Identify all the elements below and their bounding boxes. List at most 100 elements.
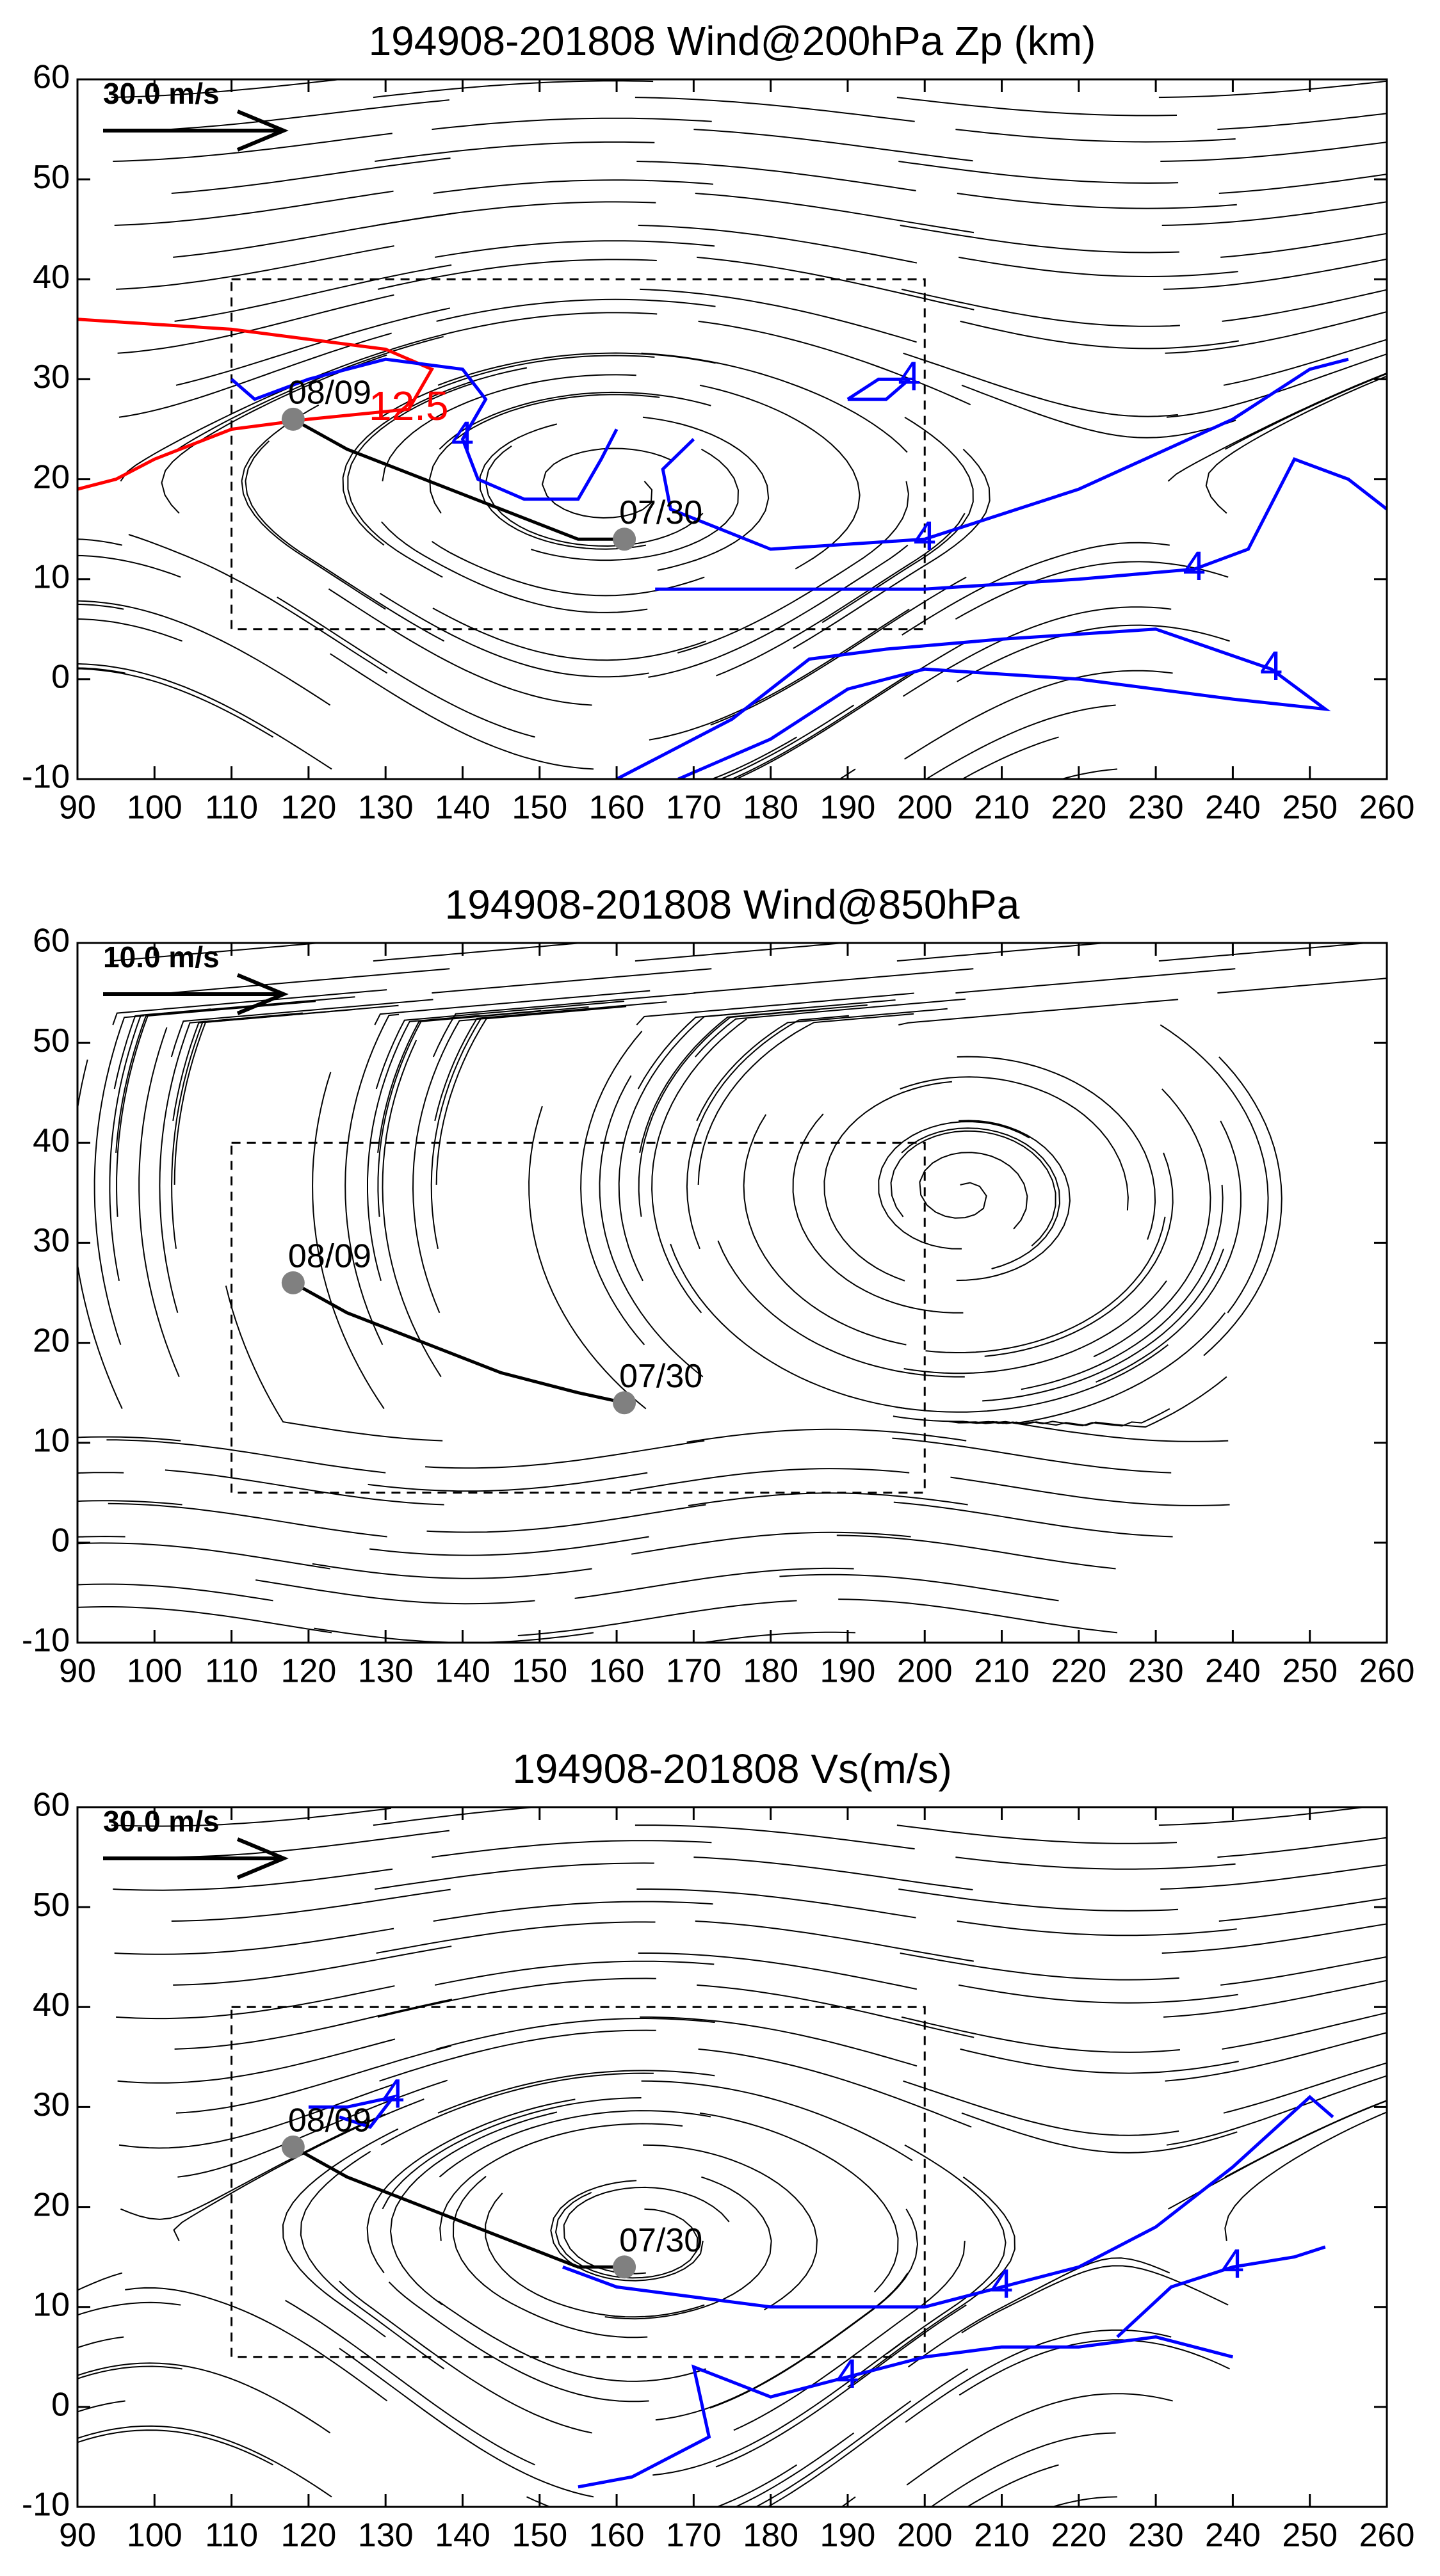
streamline	[77, 1472, 124, 1474]
region-box	[231, 278, 926, 631]
streamline	[374, 990, 651, 1026]
streamline	[693, 129, 973, 162]
streamline	[1021, 1184, 1224, 1390]
streamline	[896, 943, 1113, 962]
y-tick-label: 20	[33, 2186, 70, 2223]
streamline	[823, 1081, 953, 1282]
streamline	[950, 1476, 1230, 1506]
streamline	[966, 1312, 1226, 1424]
streamline	[925, 704, 1116, 779]
track-point	[281, 2135, 305, 2159]
x-tick-label: 180	[743, 1653, 798, 1690]
streamline	[638, 1952, 918, 1990]
y-tick-label: 60	[33, 1787, 70, 1824]
x-tick-label: 200	[897, 2517, 953, 2554]
plot-frame	[76, 1806, 1388, 2508]
streamline	[379, 312, 658, 354]
streamline	[120, 2113, 386, 2220]
streamline	[435, 1960, 715, 1986]
x-tick-label: 100	[127, 789, 182, 826]
streamline	[618, 1012, 745, 1282]
streamline	[177, 2079, 448, 2178]
streamline	[77, 1583, 273, 1602]
contour-label: 4	[1222, 2241, 1245, 2287]
streamline	[779, 1574, 1059, 1602]
streamline	[77, 1535, 125, 1538]
streamline	[959, 2339, 1231, 2396]
streamline	[174, 1008, 356, 1185]
streamline	[111, 79, 346, 99]
streamline	[1220, 1956, 1387, 1986]
streamline	[432, 608, 706, 661]
track-label: 08/09	[288, 374, 371, 412]
streamline	[328, 588, 592, 706]
y-tick-label: 10	[33, 2286, 70, 2323]
x-tick-label: 170	[666, 1653, 722, 1690]
contour-label: 4	[1260, 643, 1283, 689]
streamline	[902, 542, 1170, 636]
y-tick-label: -10	[22, 2486, 70, 2524]
streamlines	[77, 943, 1387, 1643]
streamlines	[77, 79, 1387, 779]
streamline	[636, 161, 916, 191]
streamline	[956, 1120, 1071, 1282]
streamline	[574, 1567, 854, 1599]
reference-arrowhead	[236, 1837, 289, 1880]
streamline	[638, 225, 918, 264]
x-tick-label: 250	[1282, 789, 1338, 826]
streamline	[716, 513, 966, 677]
streamline	[376, 201, 656, 226]
streamline	[900, 225, 1179, 254]
streamline	[77, 2365, 182, 2379]
streamline	[1222, 289, 1387, 322]
x-tick-label: 140	[435, 2517, 490, 2554]
streamline	[170, 1830, 450, 1858]
x-tick-label: 240	[1205, 789, 1261, 826]
streamline	[604, 2176, 772, 2320]
streamline	[432, 968, 712, 994]
streamline	[1050, 2496, 1118, 2507]
y-tick-label: 30	[33, 358, 70, 396]
streamline	[375, 1001, 625, 1090]
streamline	[112, 989, 387, 1026]
streamline	[528, 1106, 647, 1410]
streamline	[432, 992, 696, 1058]
streamline	[339, 2347, 594, 2498]
streamline	[77, 1606, 332, 1634]
streamline	[1161, 1923, 1387, 1954]
streamline	[174, 264, 452, 322]
streamline	[649, 608, 910, 741]
streamline	[1224, 2100, 1387, 2178]
streamline	[368, 1472, 648, 1492]
streamline	[111, 943, 327, 962]
streamline	[432, 117, 712, 131]
streamline	[903, 1280, 1167, 1374]
streamline	[116, 245, 394, 290]
track-label: 07/30	[619, 2222, 702, 2259]
contour	[230, 357, 619, 501]
streamline	[635, 97, 915, 122]
streamline	[982, 1248, 1224, 1402]
x-tick-label: 160	[589, 789, 645, 826]
streamline	[1203, 1056, 1282, 1356]
streamline	[1217, 1837, 1387, 1858]
x-tick-label: 130	[358, 1653, 414, 1690]
streamline	[282, 2128, 399, 2338]
streamline	[108, 1502, 387, 1538]
streamline	[159, 1018, 240, 1313]
streamline	[430, 1010, 571, 1249]
streamline	[580, 1031, 645, 1346]
streamline	[635, 943, 851, 962]
streamline	[339, 2280, 592, 2434]
streamline	[241, 404, 386, 610]
streamline	[955, 1856, 1236, 1870]
streamline	[893, 1501, 1173, 1538]
streamline	[734, 2432, 855, 2507]
streamline	[697, 1013, 914, 1185]
x-tick-label: 260	[1359, 1653, 1415, 1690]
x-tick-label: 230	[1128, 789, 1184, 826]
streamline	[930, 2432, 1116, 2507]
streamline	[901, 1127, 1061, 1269]
x-tick-label: 110	[205, 789, 258, 826]
streamline	[113, 1868, 393, 1891]
